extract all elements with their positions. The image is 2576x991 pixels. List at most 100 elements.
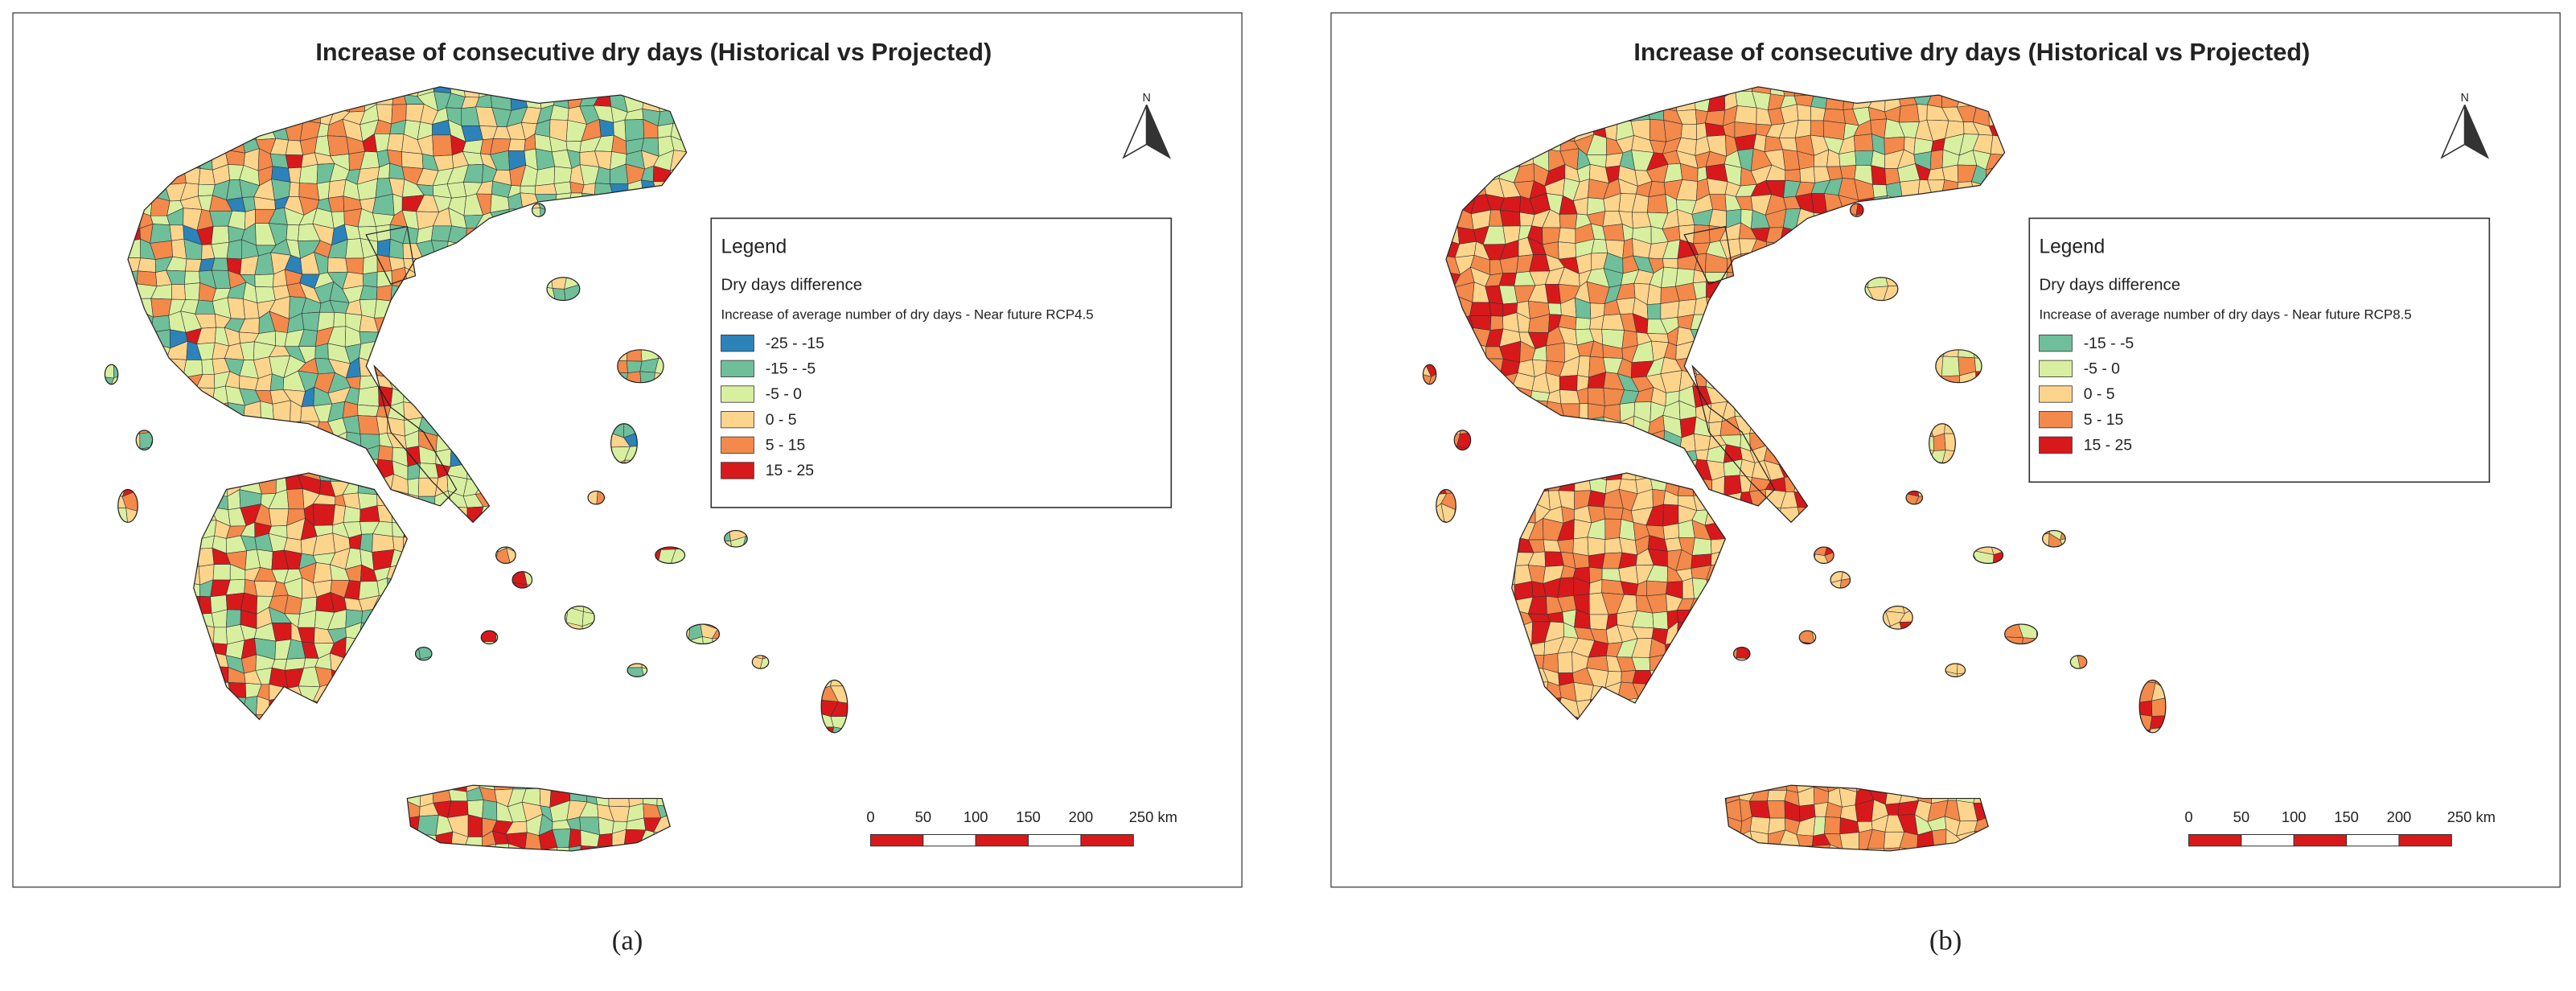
municipality	[213, 627, 228, 645]
municipality	[1799, 166, 1815, 183]
municipality	[1650, 119, 1666, 142]
legend-field: Dry days difference	[721, 277, 863, 294]
municipality	[624, 119, 645, 142]
municipality	[254, 273, 274, 288]
municipality	[185, 258, 203, 272]
island-outline	[495, 546, 516, 565]
municipality	[1839, 150, 1857, 167]
municipality	[268, 508, 290, 527]
municipality	[212, 564, 231, 581]
municipality	[640, 894, 661, 907]
municipality	[1694, 433, 1711, 451]
municipality	[357, 415, 380, 435]
municipality	[700, 890, 719, 910]
municipality	[830, 701, 848, 718]
municipality	[1646, 580, 1668, 597]
municipality	[878, 890, 893, 910]
legend-swatch	[721, 385, 754, 403]
legend-swatch	[721, 462, 754, 479]
municipality	[1662, 523, 1679, 540]
municipality	[407, 477, 420, 497]
municipality	[609, 889, 629, 905]
municipality	[432, 894, 446, 907]
municipality	[1872, 184, 1888, 198]
legend-label: -5 - 0	[766, 385, 802, 403]
island-outline	[686, 623, 721, 645]
legend-label: -15 - -5	[766, 360, 816, 377]
municipality	[520, 894, 538, 911]
municipality	[314, 343, 329, 360]
municipality	[108, 889, 125, 903]
municipality	[462, 895, 479, 908]
municipality	[357, 385, 380, 407]
island-outline	[546, 277, 581, 302]
municipality	[553, 846, 573, 851]
municipality	[581, 889, 598, 907]
municipality	[286, 224, 300, 241]
scale-segment	[1028, 833, 1082, 847]
municipality	[496, 890, 513, 910]
municipality	[1469, 302, 1492, 317]
panel-caption: (a)	[612, 924, 643, 956]
municipality	[1646, 283, 1662, 305]
municipality	[1810, 106, 1826, 121]
municipality	[1692, 269, 1707, 284]
municipality	[553, 166, 573, 184]
municipality	[316, 181, 331, 201]
island-outline	[512, 571, 533, 589]
municipality	[327, 257, 348, 273]
municipality	[623, 893, 643, 907]
municipality	[150, 224, 172, 244]
scale-label: 200	[1069, 808, 1094, 825]
coastline	[193, 472, 409, 721]
island-outline	[564, 605, 595, 630]
municipality	[1572, 537, 1589, 557]
municipality	[286, 488, 305, 510]
municipality	[374, 889, 392, 907]
municipality	[788, 892, 805, 909]
municipality	[1619, 537, 1638, 556]
municipality	[1572, 553, 1590, 569]
municipality	[150, 215, 171, 225]
map-panel: Increase of consecutive dry days (Histor…	[12, 12, 1243, 956]
map-title: Increase of consecutive dry days (Histor…	[315, 39, 992, 66]
municipality	[1839, 164, 1857, 179]
municipality	[1929, 149, 1944, 171]
island-outline	[480, 630, 499, 645]
municipality	[1785, 169, 1802, 183]
municipality	[181, 894, 199, 911]
municipality	[868, 891, 882, 909]
island-outline	[531, 203, 546, 217]
municipality	[376, 285, 392, 302]
legend-box	[710, 217, 1173, 508]
municipality	[198, 183, 216, 197]
municipality	[716, 889, 733, 910]
scale-label: 100	[963, 808, 988, 825]
scale-segment	[1080, 833, 1134, 847]
municipality	[1544, 551, 1564, 567]
municipality	[1547, 302, 1562, 315]
municipality	[1558, 241, 1576, 260]
municipality	[594, 889, 617, 906]
municipality	[387, 133, 405, 153]
municipality	[171, 284, 186, 300]
legend-label: 5 - 15	[766, 436, 806, 454]
municipality	[347, 890, 362, 908]
municipality	[1662, 258, 1678, 269]
municipality	[225, 609, 241, 628]
island-outline	[587, 490, 606, 505]
municipality	[150, 894, 170, 909]
municipality	[475, 892, 496, 906]
municipality	[313, 562, 332, 583]
municipality	[184, 270, 200, 285]
municipality	[298, 892, 321, 911]
municipality	[432, 134, 453, 157]
municipality	[288, 167, 302, 183]
municipality	[581, 183, 596, 195]
municipality	[534, 183, 557, 195]
municipality	[227, 889, 246, 910]
municipality	[168, 894, 181, 911]
municipality	[746, 892, 758, 911]
island-outline	[751, 655, 770, 669]
